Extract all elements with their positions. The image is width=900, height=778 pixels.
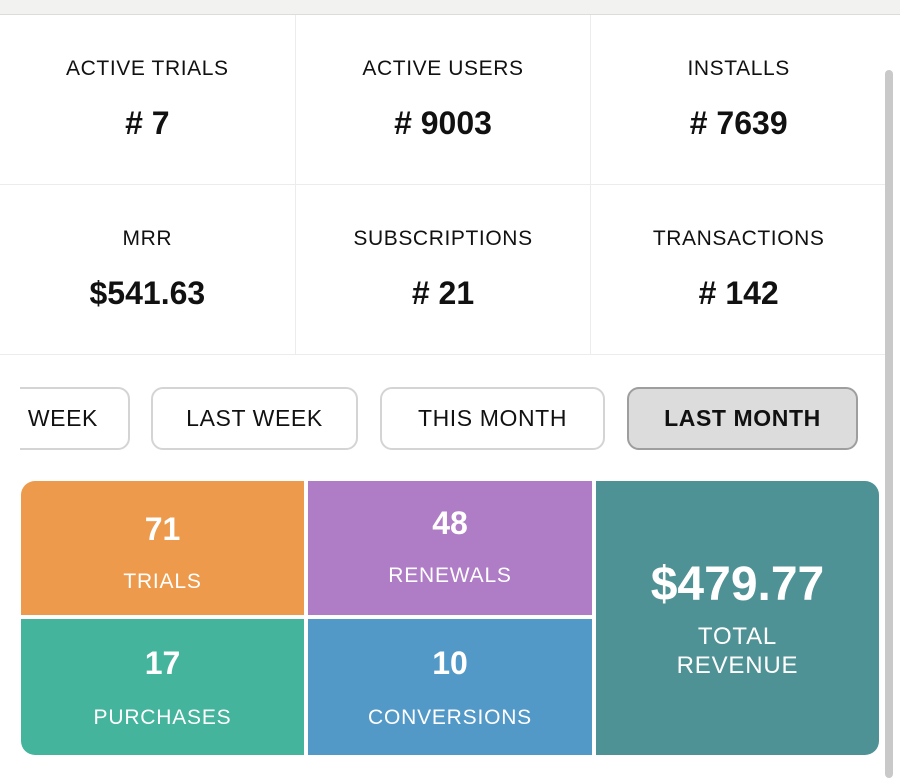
tile-label: CONVERSIONS [368,706,532,729]
filter-last-week-button[interactable]: LAST WEEK [151,387,358,450]
tile-purchases: 17 PURCHASES [21,619,304,755]
stats-row-2: MRR $541.63 SUBSCRIPTIONS # 21 TRANSACTI… [0,185,886,355]
tile-label: PURCHASES [93,706,232,729]
stat-label: SUBSCRIPTIONS [353,227,533,250]
stat-active-trials: ACTIVE TRIALS # 7 [0,15,296,184]
tile-value: 48 [432,505,468,541]
stat-value: # 21 [411,275,475,311]
stat-label: ACTIVE USERS [362,57,524,80]
stats-grid: ACTIVE TRIALS # 7 ACTIVE USERS # 9003 IN… [0,15,886,355]
stat-label: MRR [122,227,173,250]
stat-value: $541.63 [89,275,206,311]
stat-label: ACTIVE TRIALS [66,57,229,80]
revenue-label-line2: REVENUE [676,652,799,679]
tile-value: 17 [144,645,181,681]
date-filter-bar: WEEK LAST WEEK THIS MONTH LAST MONTH [20,387,886,450]
revenue-value: $479.77 [650,558,825,611]
tile-label: RENEWALS [388,564,512,587]
tile-label: TRIALS [123,570,202,593]
stat-subscriptions: SUBSCRIPTIONS # 21 [296,185,592,354]
top-bar [0,0,900,15]
stat-value: # 7 [125,105,170,141]
tile-renewals: 48 RENEWALS [308,481,592,615]
stat-label: INSTALLS [687,57,790,80]
tile-total-revenue: $479.77 TOTAL REVENUE [596,481,879,755]
filter-this-month-button[interactable]: THIS MONTH [380,387,605,450]
stats-row-1: ACTIVE TRIALS # 7 ACTIVE USERS # 9003 IN… [0,15,886,185]
tile-value: 10 [432,645,468,681]
stat-label: TRANSACTIONS [652,227,825,250]
stat-value: # 7639 [689,105,788,141]
stat-transactions: TRANSACTIONS # 142 [591,185,886,354]
tile-conversions: 10 CONVERSIONS [308,619,592,755]
stat-value: # 9003 [394,105,492,141]
tile-value: 71 [144,511,181,547]
stat-active-users: ACTIVE USERS # 9003 [296,15,592,184]
stat-installs: INSTALLS # 7639 [591,15,886,184]
summary-tiles: 71 TRIALS 48 RENEWALS 17 PURCHASES 10 CO… [21,481,879,755]
filter-this-week-button[interactable]: WEEK [20,387,130,450]
revenue-label-line1: TOTAL [697,623,778,650]
tile-trials: 71 TRIALS [21,481,304,615]
scrollbar[interactable] [885,70,893,778]
stat-mrr: MRR $541.63 [0,185,296,354]
filter-last-month-button[interactable]: LAST MONTH [627,387,858,450]
stat-value: # 142 [698,275,779,311]
